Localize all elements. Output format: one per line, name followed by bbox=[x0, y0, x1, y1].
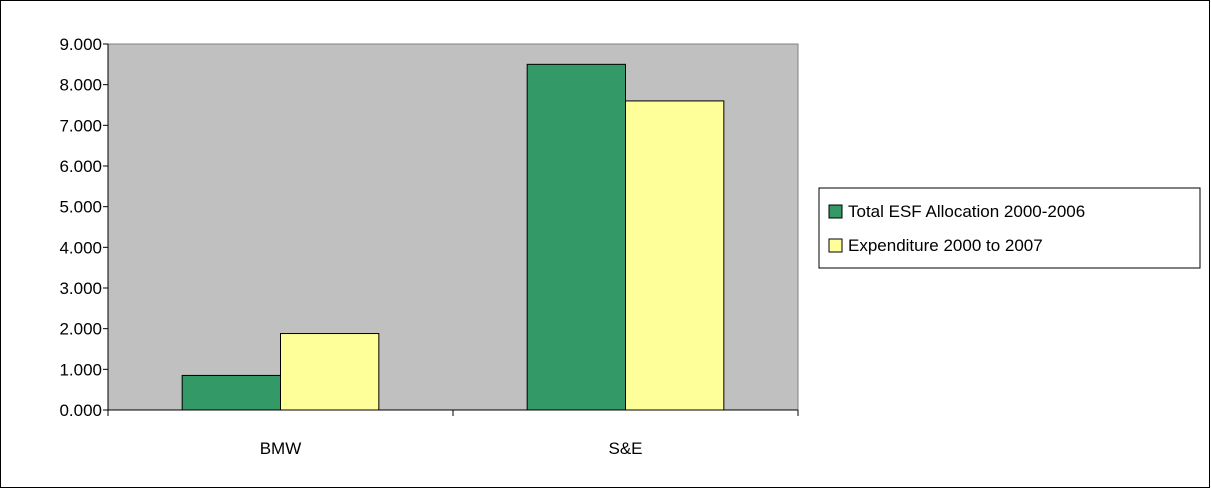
legend-swatch bbox=[828, 204, 843, 219]
y-tick-label: 2.000 bbox=[59, 320, 102, 339]
bars-group bbox=[181, 63, 725, 411]
x-tick-label: S&E bbox=[608, 439, 642, 458]
y-tick-label: 4.000 bbox=[59, 238, 102, 257]
bar bbox=[181, 374, 281, 411]
legend-label: Total ESF Allocation 2000-2006 bbox=[848, 202, 1085, 221]
y-tick-label: 6.000 bbox=[59, 157, 102, 176]
x-tick-label: BMW bbox=[260, 439, 302, 458]
y-tick-label: 5.000 bbox=[59, 198, 102, 217]
y-tick-label: 3.000 bbox=[59, 279, 102, 298]
y-tick-label: 8.000 bbox=[59, 76, 102, 95]
y-tick-label: 9.000 bbox=[59, 35, 102, 54]
legend-label: Expenditure 2000 to 2007 bbox=[848, 236, 1043, 255]
y-axis: 0.000 1.000 2.000 3.000 4.000 5.000 6.000 7.000… bbox=[59, 35, 109, 420]
legend-box bbox=[818, 187, 1201, 269]
y-tick-label: 0.000 bbox=[59, 401, 102, 420]
bar bbox=[625, 100, 725, 411]
bar bbox=[280, 333, 380, 411]
legend: Total ESF Allocation 2000-2006 Expenditur… bbox=[818, 187, 1201, 269]
bar bbox=[526, 63, 626, 411]
y-tick-label: 7.000 bbox=[59, 116, 102, 135]
legend-swatch bbox=[828, 238, 843, 253]
y-tick-label: 1.000 bbox=[59, 360, 102, 379]
